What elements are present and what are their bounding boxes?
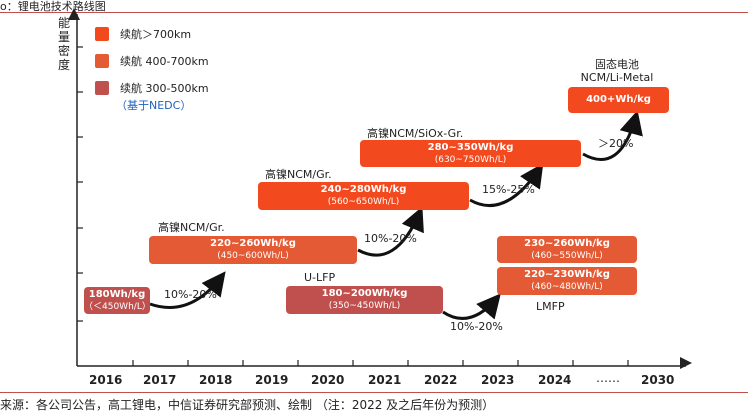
y-ticks: [77, 46, 83, 322]
arrow-2016-2017: [149, 271, 226, 309]
stage-2017-title: 高镍NCM/Gr.: [158, 221, 225, 234]
x-tick-2020: 2020: [311, 373, 345, 387]
stage-box-2021: 280~350Wh/kg (630~750Wh/L): [360, 140, 581, 167]
stage-box-ncm-2023: 230~260Wh/kg (460~550Wh/L): [497, 236, 637, 263]
stage-2021-title: 高镍NCM/SiOx-Gr.: [367, 127, 464, 140]
legend-swatch-700: [95, 27, 109, 41]
stage-2021-energy: 280~350Wh/kg: [427, 141, 514, 153]
stage-ncm2023-energy: 230~260Wh/kg: [524, 237, 610, 249]
arrow-2024-2030: [582, 110, 643, 161]
stage-2017-volume: (450~600Wh/L): [217, 251, 289, 261]
legend-swatch-400-700: [95, 54, 109, 68]
stage-ulfp-energy: 180~200Wh/kg: [321, 288, 408, 299]
improvement-c: 15%-25%: [482, 183, 535, 196]
x-tick-2017: 2017: [143, 373, 177, 387]
stage-2021-volume: (630~750Wh/L): [434, 154, 507, 165]
x-tick-2019: 2019: [255, 373, 289, 387]
stage-2017-energy: 220~260Wh/kg: [210, 238, 296, 249]
stage-box-2016: 180Wh/kg （＜450Wh/L）: [84, 287, 151, 314]
arrow-ulfp-lmfp: [442, 293, 501, 320]
stage-2019-energy: 240~280Wh/kg: [320, 184, 407, 195]
stage-2030-title: 固态电池 NCM/Li-Metal: [577, 58, 657, 84]
stage-2016-energy: 180Wh/kg: [88, 288, 146, 300]
stage-box-2019: 240~280Wh/kg (560~650Wh/L): [258, 182, 469, 210]
legend-note: （基于NEDC）: [116, 99, 192, 112]
source-note: 来源：各公司公告，高工锂电，中信证券研究部预测、绘制 （注：2022 及之后年份…: [0, 398, 495, 412]
improvement-a: 10%-20%: [164, 288, 217, 301]
bottom-divider: [0, 392, 748, 393]
x-tick-2023: 2023: [481, 373, 515, 387]
stage-box-2017: 220~260Wh/kg (450~600Wh/L): [149, 236, 357, 264]
stage-lmfp-title: LMFP: [536, 300, 565, 313]
x-ticks: [132, 360, 629, 366]
stage-ulfp-volume: (350~450Wh/L): [328, 301, 401, 311]
stage-ncm2023-volume: (460~550Wh/L): [531, 250, 603, 261]
stage-2019-title: 高镍NCM/Gr.: [265, 168, 332, 181]
stage-lmfp-volume: (460~480Wh/L): [531, 282, 603, 292]
x-tick-2024: 2024: [538, 373, 572, 387]
improvement-b: 10%-20%: [364, 232, 417, 245]
x-tick-ellipsis: ……: [596, 371, 620, 385]
legend-label-300-500: 续航 300-500km: [120, 82, 209, 95]
improvement-e: 10%-20%: [450, 320, 503, 333]
stage-2016-volume: （＜450Wh/L）: [84, 301, 151, 312]
stage-2030-energy: 400+Wh/kg: [586, 94, 651, 105]
stage-2030-title-line1: 固态电池: [595, 58, 639, 71]
x-tick-2016: 2016: [89, 373, 123, 387]
y-axis-label: 能量密度: [58, 16, 71, 72]
x-tick-2021: 2021: [368, 373, 402, 387]
stage-ulfp-title: U-LFP: [304, 271, 336, 284]
stage-2030-title-line2: NCM/Li-Metal: [580, 71, 654, 84]
stage-box-lmfp: 220~230Wh/kg (460~480Wh/L): [497, 267, 637, 295]
stage-lmfp-energy: 220~230Wh/kg: [524, 269, 610, 280]
stage-box-2030: 400+Wh/kg: [568, 87, 669, 113]
arrow-2018-2019: [357, 206, 424, 257]
stage-2019-volume: (560~650Wh/L): [327, 197, 400, 207]
top-divider: [0, 12, 748, 13]
x-tick-2018: 2018: [199, 373, 233, 387]
legend-label-700: 续航＞700km: [120, 28, 192, 41]
legend-swatch-300-500: [95, 81, 109, 95]
stage-box-ulfp: 180~200Wh/kg (350~450Wh/L): [286, 286, 443, 314]
legend-label-400-700: 续航 400-700km: [120, 55, 209, 68]
x-tick-2030: 2030: [641, 373, 675, 387]
x-tick-2022: 2022: [424, 373, 458, 387]
improvement-d: ＞20%: [598, 137, 634, 150]
arrow-2020-2021: [469, 163, 544, 208]
